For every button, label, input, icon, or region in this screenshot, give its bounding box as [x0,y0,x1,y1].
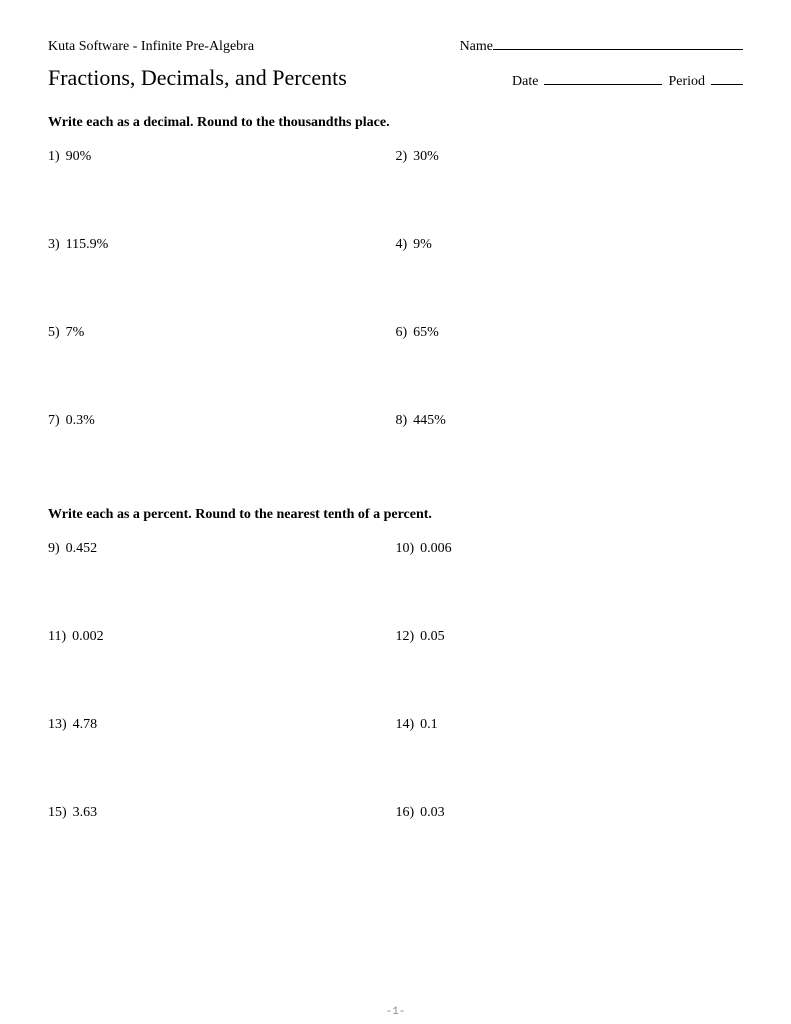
date-line[interactable] [544,73,662,85]
date-label: Date [512,74,538,90]
problem-number: 6) [396,325,408,341]
name-label: Name [460,39,493,55]
problem-number: 13) [48,717,67,733]
problem-number: 10) [396,541,415,557]
problem: 14) 0.1 [396,717,744,733]
problem-value: 0.452 [66,541,98,557]
problem: 15) 3.63 [48,805,396,821]
date-period-block: Date Period [512,73,743,90]
problem-value: 0.006 [420,541,452,557]
problem-number: 15) [48,805,67,821]
problem: 16) 0.03 [396,805,744,821]
problem-number: 12) [396,629,415,645]
section2-problems: 9) 0.452 10) 0.006 11) 0.002 12) 0.05 13) 4.7… [48,541,743,821]
name-line[interactable] [493,38,743,50]
problem-value: 4.78 [73,717,98,733]
problem-value: 9% [413,237,432,253]
problem-number: 8) [396,413,408,429]
problem: 9) 0.452 [48,541,396,557]
problem: 1) 90% [48,149,396,165]
problem-number: 2) [396,149,408,165]
problem-value: 7% [66,325,85,341]
problem-number: 9) [48,541,60,557]
problem-number: 3) [48,237,60,253]
problem: 13) 4.78 [48,717,396,733]
section1-instruction: Write each as a decimal. Round to the th… [48,115,743,131]
problem-number: 1) [48,149,60,165]
problem-value: 0.05 [420,629,445,645]
problem-value: 3.63 [73,805,98,821]
period-label: Period [668,74,705,90]
page-number: -1- [0,1006,791,1018]
problem: 2) 30% [396,149,744,165]
problem: 12) 0.05 [396,629,744,645]
section1-problems: 1) 90% 2) 30% 3) 115.9% 4) 9% 5) 7% 6) 65% 7) 0… [48,149,743,429]
software-label: Kuta Software - Infinite Pre-Algebra [48,39,254,55]
problem-value: 445% [413,413,446,429]
problem-value: 90% [66,149,92,165]
problem-value: 30% [413,149,439,165]
problem: 6) 65% [396,325,744,341]
problem-number: 11) [48,629,66,645]
problem-value: 0.03 [420,805,445,821]
header-row: Kuta Software - Infinite Pre-Algebra Nam… [48,38,743,55]
problem: 3) 115.9% [48,237,396,253]
problem: 8) 445% [396,413,744,429]
section2-instruction: Write each as a percent. Round to the ne… [48,507,743,523]
title-row: Fractions, Decimals, and Percents Date P… [48,65,743,91]
period-line[interactable] [711,73,743,85]
problem-number: 5) [48,325,60,341]
problem: 11) 0.002 [48,629,396,645]
problem-number: 4) [396,237,408,253]
problem-value: 0.1 [420,717,438,733]
problem-number: 16) [396,805,415,821]
problem: 4) 9% [396,237,744,253]
problem-value: 0.002 [72,629,104,645]
problem: 7) 0.3% [48,413,396,429]
problem-value: 0.3% [66,413,95,429]
name-block: Name [460,38,743,55]
page-title: Fractions, Decimals, and Percents [48,65,347,91]
problem: 10) 0.006 [396,541,744,557]
problem-number: 14) [396,717,415,733]
problem-value: 115.9% [66,237,109,253]
problem-value: 65% [413,325,439,341]
problem: 5) 7% [48,325,396,341]
problem-number: 7) [48,413,60,429]
